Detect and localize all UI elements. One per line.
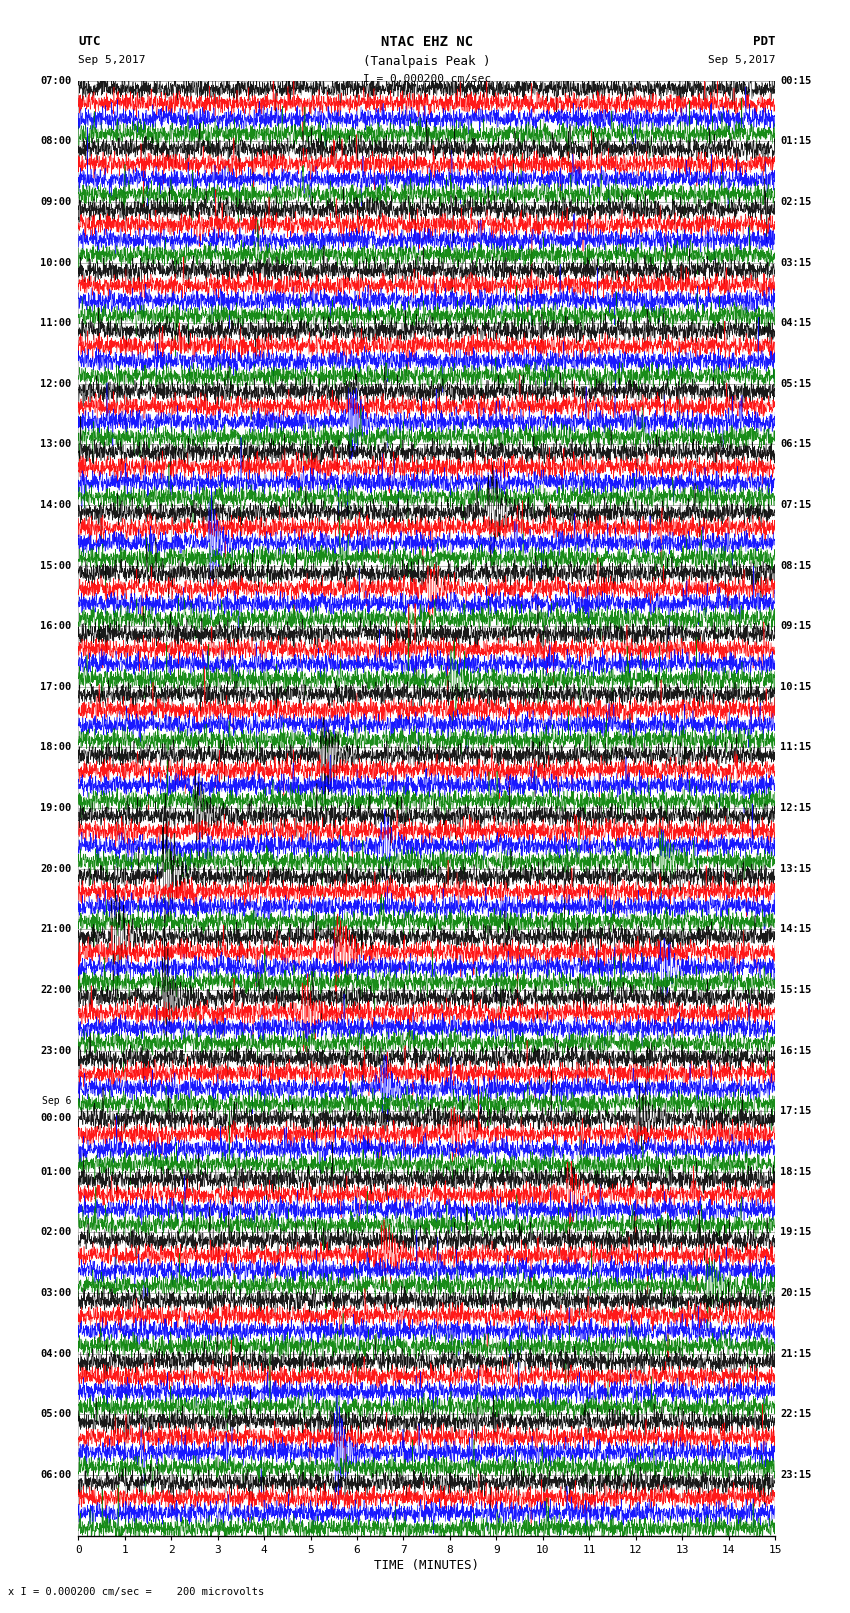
Text: 21:00: 21:00	[40, 924, 71, 934]
Text: 09:15: 09:15	[780, 621, 812, 631]
Text: UTC: UTC	[78, 35, 100, 48]
X-axis label: TIME (MINUTES): TIME (MINUTES)	[374, 1558, 479, 1571]
Text: 13:15: 13:15	[780, 863, 812, 874]
Text: 17:00: 17:00	[40, 682, 71, 692]
Text: 20:15: 20:15	[780, 1289, 812, 1298]
Text: 01:15: 01:15	[780, 135, 812, 147]
Text: 22:00: 22:00	[40, 986, 71, 995]
Text: 14:00: 14:00	[40, 500, 71, 510]
Text: 07:15: 07:15	[780, 500, 812, 510]
Text: 12:15: 12:15	[780, 803, 812, 813]
Text: 05:15: 05:15	[780, 379, 812, 389]
Text: 19:00: 19:00	[40, 803, 71, 813]
Text: 05:00: 05:00	[40, 1410, 71, 1419]
Text: 11:00: 11:00	[40, 318, 71, 327]
Text: 19:15: 19:15	[780, 1227, 812, 1237]
Text: 10:15: 10:15	[780, 682, 812, 692]
Text: 16:00: 16:00	[40, 621, 71, 631]
Text: 20:00: 20:00	[40, 863, 71, 874]
Text: 15:00: 15:00	[40, 561, 71, 571]
Text: Sep 5,2017: Sep 5,2017	[78, 55, 145, 65]
Text: NTAC EHZ NC: NTAC EHZ NC	[381, 35, 473, 50]
Text: 08:15: 08:15	[780, 561, 812, 571]
Text: 18:00: 18:00	[40, 742, 71, 753]
Text: 08:00: 08:00	[40, 135, 71, 147]
Text: 13:00: 13:00	[40, 439, 71, 450]
Text: 07:00: 07:00	[40, 76, 71, 85]
Text: x I = 0.000200 cm/sec =    200 microvolts: x I = 0.000200 cm/sec = 200 microvolts	[8, 1587, 264, 1597]
Text: Sep 5,2017: Sep 5,2017	[708, 55, 775, 65]
Text: 00:00: 00:00	[40, 1113, 71, 1123]
Text: 10:00: 10:00	[40, 258, 71, 268]
Text: 03:00: 03:00	[40, 1289, 71, 1298]
Text: 14:15: 14:15	[780, 924, 812, 934]
Text: 04:15: 04:15	[780, 318, 812, 327]
Text: 21:15: 21:15	[780, 1348, 812, 1358]
Text: 06:00: 06:00	[40, 1469, 71, 1481]
Text: I = 0.000200 cm/sec: I = 0.000200 cm/sec	[363, 74, 490, 84]
Text: 23:15: 23:15	[780, 1469, 812, 1481]
Text: 23:00: 23:00	[40, 1045, 71, 1055]
Text: 06:15: 06:15	[780, 439, 812, 450]
Text: 01:00: 01:00	[40, 1166, 71, 1177]
Text: 00:15: 00:15	[780, 76, 812, 85]
Text: 03:15: 03:15	[780, 258, 812, 268]
Text: Sep 6: Sep 6	[42, 1097, 71, 1107]
Text: 09:00: 09:00	[40, 197, 71, 206]
Text: 17:15: 17:15	[780, 1107, 812, 1116]
Text: 22:15: 22:15	[780, 1410, 812, 1419]
Text: (Tanalpais Peak ): (Tanalpais Peak )	[363, 55, 490, 68]
Text: 16:15: 16:15	[780, 1045, 812, 1055]
Text: 18:15: 18:15	[780, 1166, 812, 1177]
Text: 04:00: 04:00	[40, 1348, 71, 1358]
Text: 02:15: 02:15	[780, 197, 812, 206]
Text: 11:15: 11:15	[780, 742, 812, 753]
Text: PDT: PDT	[753, 35, 775, 48]
Text: 12:00: 12:00	[40, 379, 71, 389]
Text: 15:15: 15:15	[780, 986, 812, 995]
Text: 02:00: 02:00	[40, 1227, 71, 1237]
